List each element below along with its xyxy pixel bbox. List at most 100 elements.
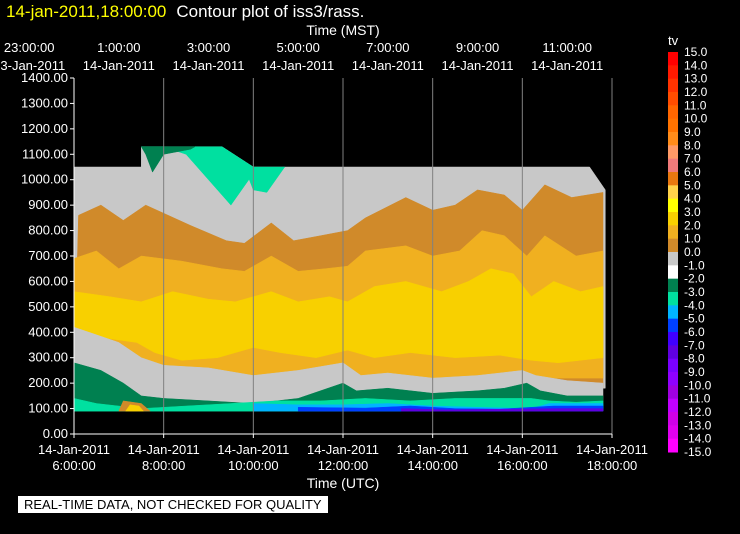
colorbar-tick-label: 3.0 xyxy=(684,205,701,219)
colorbar-tick-label: 15.0 xyxy=(684,45,708,59)
x-tick-time: 18:00:00 xyxy=(587,458,638,473)
colorbar-tick-label: 12.0 xyxy=(684,85,708,99)
colorbar-tick-label: -6.0 xyxy=(684,325,705,339)
colorbar-label: tv xyxy=(668,33,679,48)
x-tick-date: 14-Jan-2011 xyxy=(217,442,289,457)
x-tick-time: 8:00:00 xyxy=(142,458,185,473)
quality-disclaimer: REAL-TIME DATA, NOT CHECKED FOR QUALITY xyxy=(18,496,328,513)
contour-band xyxy=(125,404,145,412)
top-tick-time: 23:00:00 xyxy=(4,40,55,55)
colorbar-tick-label: -9.0 xyxy=(684,365,705,379)
colorbar-segment xyxy=(668,265,678,280)
colorbar-segment xyxy=(668,198,678,213)
colorbar-tick-label: -4.0 xyxy=(684,298,705,312)
y-tick-label: 1000.00 xyxy=(21,172,68,187)
x-tick-time: 14:00:00 xyxy=(407,458,458,473)
colorbar-tick-label: -13.0 xyxy=(684,418,712,432)
top-tick-date: 14-Jan-2011 xyxy=(172,58,244,73)
colorbar-segment xyxy=(668,105,678,120)
y-tick-label: 700.00 xyxy=(28,248,68,263)
y-tick-label: 400.00 xyxy=(28,324,68,339)
colorbar-tick-label: 9.0 xyxy=(684,125,701,139)
colorbar-segment xyxy=(668,278,678,293)
colorbar-segment xyxy=(668,292,678,306)
colorbar-tick-label: 6.0 xyxy=(684,165,701,179)
x-tick-date: 14-Jan-2011 xyxy=(38,442,110,457)
top-tick-date: 13-Jan-2011 xyxy=(0,58,65,73)
contour-band xyxy=(401,408,604,412)
x-tick-time: 10:00:00 xyxy=(228,458,279,473)
colorbar-segment xyxy=(668,92,678,106)
colorbar-tick-label: -1.0 xyxy=(684,258,705,272)
top-tick-date: 14-Jan-2011 xyxy=(352,58,424,73)
y-tick-label: 1200.00 xyxy=(21,121,68,136)
colorbar-segment xyxy=(668,132,678,146)
colorbar-tick-label: 11.0 xyxy=(684,98,707,112)
contour-band xyxy=(73,268,604,364)
colorbar-tick-label: 5.0 xyxy=(684,178,701,192)
colorbar-tick-label: 13.0 xyxy=(684,72,708,86)
y-tick-label: 1400.00 xyxy=(21,70,68,85)
top-tick-date: 14-Jan-2011 xyxy=(441,58,513,73)
x-tick-date: 14-Jan-2011 xyxy=(307,442,379,457)
x-tick-date: 14-Jan-2011 xyxy=(576,442,648,457)
colorbar-segment xyxy=(668,438,678,453)
y-tick-label: 900.00 xyxy=(28,197,68,212)
colorbar-tick-label: 7.0 xyxy=(684,152,701,166)
colorbar-tick-label: 2.0 xyxy=(684,218,701,232)
top-tick-time: 1:00:00 xyxy=(97,40,140,55)
colorbar-segment xyxy=(668,172,678,186)
x-tick-time: 6:00:00 xyxy=(52,458,95,473)
colorbar-segment xyxy=(668,158,678,173)
top-tick-date: 14-Jan-2011 xyxy=(262,58,334,73)
contour-band xyxy=(73,326,604,412)
y-tick-label: 200.00 xyxy=(28,375,68,390)
y-tick-label: 800.00 xyxy=(28,223,68,238)
colorbar-tick-label: -5.0 xyxy=(684,312,705,326)
top-tick-time: 5:00:00 xyxy=(276,40,319,55)
colorbar-tick-label: -2.0 xyxy=(684,272,705,286)
colorbar-segment xyxy=(668,252,678,266)
colorbar-segment xyxy=(668,305,678,320)
x-tick-date: 14-Jan-2011 xyxy=(397,442,469,457)
chart-title: Contour plot of iss3/rass. xyxy=(176,2,365,21)
colorbar-tick-label: 1.0 xyxy=(684,232,701,246)
colorbar-tick-label: -7.0 xyxy=(684,338,705,352)
y-tick-label: 600.00 xyxy=(28,273,68,288)
colorbar-segment xyxy=(668,145,678,160)
top-tick-time: 9:00:00 xyxy=(456,40,499,55)
x-tick-date: 14-Jan-2011 xyxy=(128,442,200,457)
colorbar-tick-label: 14.0 xyxy=(684,58,708,72)
contour-band xyxy=(244,166,286,193)
timestamp: 14-jan-2011,18:00:00 xyxy=(6,2,167,21)
colorbar-segment xyxy=(668,52,678,66)
colorbar-segment xyxy=(668,78,678,93)
y-tick-label: 1100.00 xyxy=(22,146,68,161)
x-tick-date: 14-Jan-2011 xyxy=(486,442,558,457)
y-tick-label: 100.00 xyxy=(28,401,68,416)
colorbar-tick-label: -3.0 xyxy=(684,285,705,299)
colorbar-segment xyxy=(668,318,678,333)
top-axis-title: Time (MST) xyxy=(306,22,379,38)
colorbar-segment xyxy=(668,412,678,426)
colorbar-tick-label: 4.0 xyxy=(684,192,701,206)
colorbar-segment xyxy=(668,332,678,346)
colorbar-tick-label: -8.0 xyxy=(684,352,705,366)
colorbar-segment xyxy=(668,372,678,386)
colorbar-segment xyxy=(668,398,678,413)
colorbar-segment xyxy=(668,118,678,133)
plot-header: 14-jan-2011,18:00:00 Contour plot of iss3… xyxy=(6,2,364,22)
x-axis-title: Time (UTC) xyxy=(307,475,380,491)
top-tick-date: 14-Jan-2011 xyxy=(531,58,603,73)
y-tick-label: 1300.00 xyxy=(21,95,68,110)
colorbar-segment xyxy=(668,238,678,253)
y-tick-label: 0.00 xyxy=(43,426,68,441)
top-tick-time: 11:00:00 xyxy=(542,40,592,55)
top-tick-time: 7:00:00 xyxy=(366,40,409,55)
colorbar-tick-label: -10.0 xyxy=(684,378,712,392)
colorbar-tick-label: -12.0 xyxy=(684,405,712,419)
x-tick-time: 12:00:00 xyxy=(318,458,369,473)
x-tick-time: 16:00:00 xyxy=(497,458,548,473)
colorbar-tick-label: -14.0 xyxy=(684,432,712,446)
